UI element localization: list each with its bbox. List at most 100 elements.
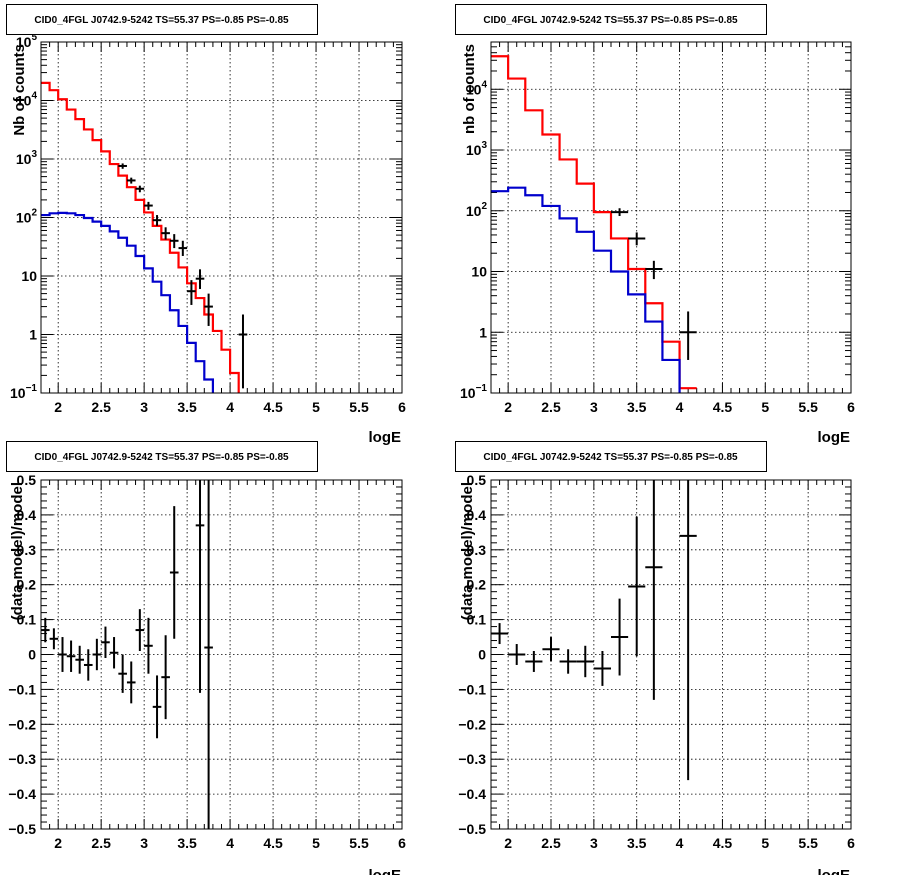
- residual-point: [101, 626, 110, 658]
- x-tick-label: 5.5: [349, 399, 369, 415]
- data-point: [187, 280, 196, 305]
- residual-point: [525, 651, 543, 672]
- y-tick-label: 0.1: [467, 612, 487, 628]
- x-tick-label: 4.5: [263, 399, 283, 415]
- x-tick-label: 2.5: [541, 835, 561, 851]
- residual-point: [49, 628, 59, 650]
- plot-frame: [490, 479, 852, 830]
- x-tick-label: 3.5: [177, 835, 197, 851]
- x-axis-title: logE: [818, 867, 851, 875]
- residual-point: [58, 637, 67, 672]
- y-tick-label: −0.2: [8, 716, 36, 732]
- y-tick-label: 10: [471, 264, 487, 280]
- plot-frame: [490, 41, 852, 394]
- y-tick-label: −0.5: [8, 821, 36, 837]
- x-tick-label: 3: [140, 399, 148, 415]
- residual-point: [41, 617, 50, 643]
- y-tick-label: 0: [28, 647, 36, 663]
- y-tick-label: 0.3: [467, 542, 487, 558]
- x-tick-label: 2: [504, 399, 512, 415]
- y-tick-label: 0.4: [467, 507, 487, 523]
- y-tick-label: 10: [21, 268, 37, 284]
- residual-point: [576, 645, 594, 678]
- x-tick-label: 4.5: [713, 835, 733, 851]
- plot-area: [41, 480, 213, 829]
- x-tick-label: 3.5: [177, 399, 197, 415]
- residual-point: [491, 623, 509, 645]
- y-tick-label: −0.2: [458, 716, 486, 732]
- data-point: [204, 293, 213, 326]
- y-tick-label: 1: [29, 327, 37, 343]
- residual-point: [611, 598, 629, 676]
- x-tick-label: 2.5: [91, 835, 111, 851]
- data-point: [169, 234, 179, 249]
- y-axis-title: Nb of counts: [11, 44, 28, 136]
- y-tick-label: 0.3: [17, 542, 37, 558]
- chart-title: CID0_4FGL J0742.9-5242 TS=55.37 PS=-0.85…: [483, 15, 738, 26]
- y-tick-label: 0.4: [17, 507, 37, 523]
- title-box: [455, 441, 767, 472]
- y-tick-label: 104: [466, 79, 488, 97]
- x-tick-label: 3: [140, 835, 148, 851]
- y-tick-exponent: 2: [481, 201, 487, 212]
- x-axis-title: logE: [818, 429, 851, 446]
- model-source-histogram: [41, 211, 215, 393]
- x-tick-label: 2: [504, 835, 512, 851]
- chart-title: CID0_4FGL J0742.9-5242 TS=55.37 PS=-0.85…: [34, 452, 289, 463]
- residual-point: [75, 645, 84, 674]
- data-point: [645, 260, 663, 280]
- y-tick-base: 10: [10, 385, 26, 401]
- y-tick-exponent: 3: [31, 149, 37, 160]
- title-box: [6, 441, 318, 472]
- residual-point: [83, 649, 93, 681]
- x-tick-label: 2.5: [91, 399, 111, 415]
- y-tick-base: 10: [16, 210, 32, 226]
- y-tick-label: 10−1: [10, 383, 37, 401]
- y-axis-title: nb of counts: [461, 44, 478, 134]
- residual-point: [204, 480, 213, 829]
- residual-point: [161, 635, 170, 720]
- y-tick-exponent: −1: [26, 383, 38, 394]
- data-point: [679, 311, 697, 360]
- data-point: [161, 227, 170, 240]
- y-tick-base: 10: [466, 203, 482, 219]
- y-tick-label: 103: [466, 140, 488, 158]
- x-tick-label: 6: [847, 835, 855, 851]
- chart-panel-1: 2 2.5 3 3.5 4 4.5 5 5.5 610−1110102103104105logE…: [6, 4, 406, 446]
- y-tick-base: 10: [471, 264, 487, 280]
- y-tick-exponent: 3: [481, 140, 487, 151]
- data-point: [152, 215, 162, 226]
- y-tick-base: 10: [466, 81, 482, 97]
- y-axis-title: (data-model)/model: [459, 482, 476, 620]
- chart-title: CID0_4FGL J0742.9-5242 TS=55.37 PS=-0.85…: [34, 15, 289, 26]
- x-tick-label: 5: [761, 835, 769, 851]
- data-point: [135, 185, 145, 193]
- y-tick-base: 10: [16, 151, 32, 167]
- x-tick-label: 4: [226, 835, 234, 851]
- y-tick-label: −0.1: [8, 681, 36, 697]
- chart-panel-3: 2 2.5 3 3.5 4 4.5 5 5.5 6 −0.5 −0.4 −0.3 −0.2 −0.1 0 0.…: [6, 441, 406, 875]
- x-tick-label: 6: [847, 399, 855, 415]
- y-tick-label: 0.5: [17, 472, 37, 488]
- residual-point: [542, 637, 560, 662]
- x-tick-label: 4.5: [263, 835, 283, 851]
- x-tick-label: 3: [590, 399, 598, 415]
- y-tick-exponent: 5: [31, 32, 37, 43]
- x-tick-label: 4: [676, 399, 684, 415]
- y-tick-label: 104: [16, 91, 38, 109]
- x-tick-label: 5: [312, 399, 320, 415]
- residual-point: [508, 644, 526, 665]
- y-tick-label: 0.2: [467, 577, 487, 593]
- data-point: [178, 240, 188, 256]
- x-tick-label: 2: [54, 399, 62, 415]
- residual-point: [66, 640, 76, 672]
- y-tick-base: 10: [460, 385, 476, 401]
- y-tick-label: 1: [479, 324, 487, 340]
- model-total-histogram: [491, 55, 697, 390]
- y-tick-base: 10: [21, 268, 37, 284]
- residual-point: [118, 654, 127, 693]
- y-tick-exponent: 4: [481, 79, 487, 90]
- x-tick-label: 2: [54, 835, 62, 851]
- plot-area: [41, 81, 248, 393]
